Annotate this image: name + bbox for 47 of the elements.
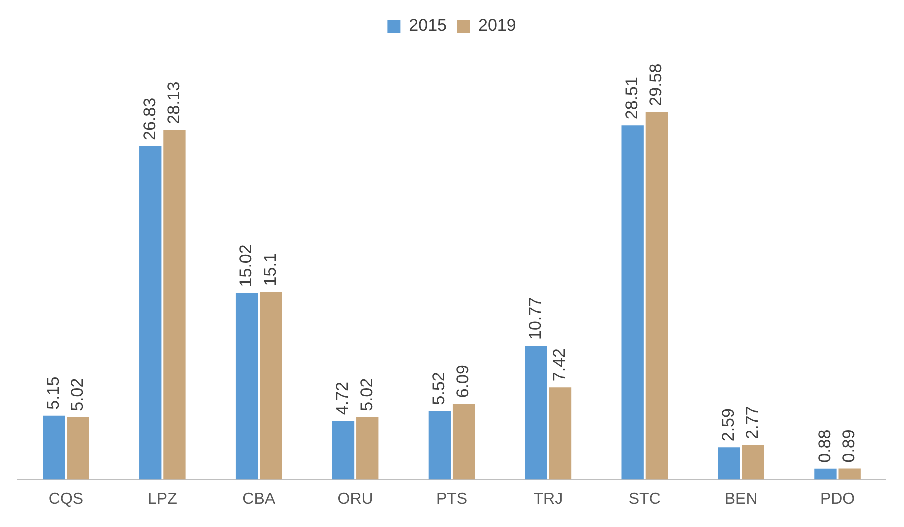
x-tick-label: PDO bbox=[820, 490, 856, 508]
x-tick-label: STC bbox=[628, 490, 661, 508]
bar bbox=[742, 445, 764, 480]
bar bbox=[622, 126, 644, 480]
bar bbox=[164, 130, 186, 480]
bar bbox=[549, 388, 572, 480]
bar bbox=[356, 417, 379, 480]
data-label: 5.52 bbox=[430, 372, 449, 406]
data-label: 29.58 bbox=[646, 64, 666, 106]
data-label: 5.02 bbox=[357, 378, 376, 412]
data-label: 26.83 bbox=[140, 98, 160, 140]
bar bbox=[428, 411, 452, 480]
data-label: 7.42 bbox=[550, 348, 570, 382]
x-tick-label: TRJ bbox=[534, 490, 564, 508]
bar bbox=[140, 146, 162, 480]
legend-label: 2015 bbox=[409, 16, 448, 36]
x-tick-label: BEN bbox=[724, 490, 758, 508]
x-tick-label: CQS bbox=[48, 490, 84, 508]
bar bbox=[452, 404, 476, 480]
data-label: 4.72 bbox=[333, 382, 352, 416]
data-label: 5.02 bbox=[68, 378, 87, 412]
data-label: 0.89 bbox=[840, 430, 859, 463]
data-label: 15.1 bbox=[260, 253, 280, 286]
data-label: 2.77 bbox=[743, 406, 762, 440]
data-label: 28.51 bbox=[622, 77, 642, 120]
data-label: 15.02 bbox=[236, 244, 256, 288]
bar bbox=[814, 468, 837, 480]
bar bbox=[718, 448, 740, 480]
bar bbox=[67, 417, 90, 480]
bar bbox=[332, 421, 355, 480]
data-label: 28.13 bbox=[164, 82, 184, 124]
bar bbox=[838, 468, 861, 480]
data-label: 6.09 bbox=[454, 365, 473, 398]
data-label: 2.59 bbox=[718, 408, 738, 442]
data-label: 0.88 bbox=[815, 430, 834, 463]
bar bbox=[646, 112, 668, 480]
x-tick-label: LPZ bbox=[148, 490, 178, 508]
x-tick-label: CBA bbox=[242, 490, 276, 508]
bar bbox=[260, 292, 282, 480]
x-tick-label: PTS bbox=[436, 490, 468, 508]
x-tick-label: ORU bbox=[338, 490, 374, 508]
bar bbox=[43, 416, 66, 480]
bar bbox=[525, 346, 548, 480]
data-label: 5.15 bbox=[44, 376, 63, 410]
bar bbox=[236, 293, 258, 480]
data-label: 10.77 bbox=[526, 297, 546, 340]
legend-label: 2019 bbox=[478, 16, 516, 36]
